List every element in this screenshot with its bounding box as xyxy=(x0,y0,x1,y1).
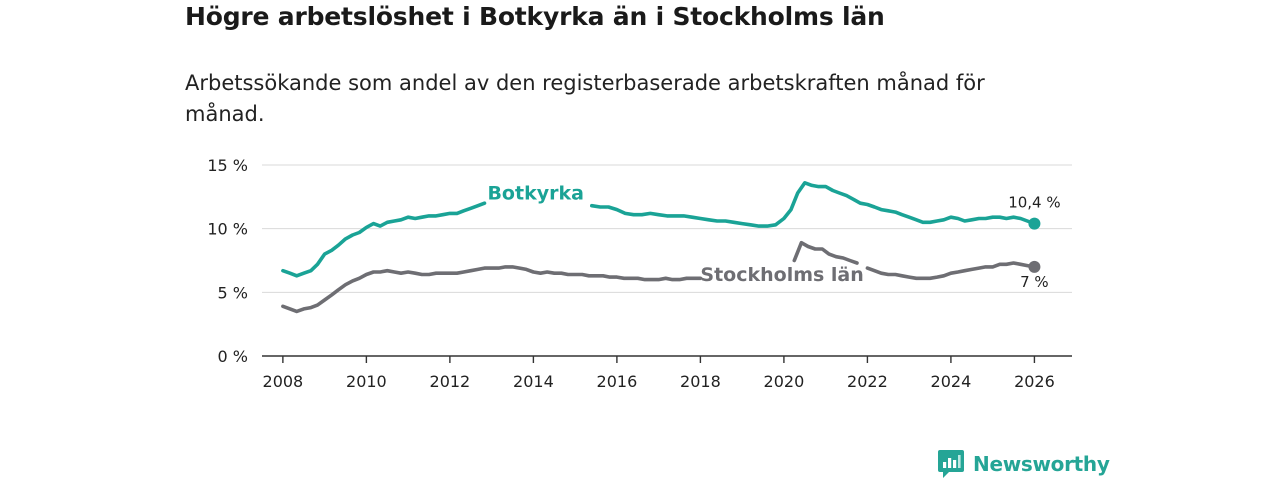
series-end-point xyxy=(1028,260,1041,273)
series-end-label: 10,4 % xyxy=(1008,194,1060,212)
chart-subtitle: Arbetssökande som andel av den registerb… xyxy=(185,71,985,126)
newsworthy-logo-icon xyxy=(938,450,964,478)
x-tick-label: 2014 xyxy=(513,372,554,391)
series-line-stockholms-lan xyxy=(865,261,1037,281)
brand-name: Newsworthy xyxy=(973,452,1110,476)
series-line-stockholms-lan xyxy=(792,240,859,265)
x-tick-label: 2018 xyxy=(680,372,721,391)
series-line-botkyrka xyxy=(281,201,487,278)
x-tick-label: 2024 xyxy=(931,372,972,391)
series-lines xyxy=(281,181,1041,314)
x-tick-label: 2010 xyxy=(346,372,387,391)
series-line-stockholms-lan xyxy=(281,265,703,314)
chart-labels: 0 % 5 % 10 % 15 % 2008 2010 2012 2014 2016 2018 20… xyxy=(207,156,1060,391)
line-chart: 0 % 5 % 10 % 15 % 2008 2010 2012 2014 2016 2018 20… xyxy=(207,156,1072,391)
x-axis xyxy=(262,355,1072,363)
chart-title: Högre arbetslöshet i Botkyrka än i Stock… xyxy=(185,2,885,31)
series-line-botkyrka xyxy=(590,181,1037,228)
x-tick-label: 2020 xyxy=(764,372,805,391)
x-tick-label: 2026 xyxy=(1014,372,1055,391)
newsworthy-brand[interactable]: Newsworthy xyxy=(937,449,1110,479)
series-end-point xyxy=(1028,217,1041,230)
series-label-botkyrka: Botkyrka xyxy=(487,182,583,204)
gridlines xyxy=(262,164,1072,293)
y-tick-label: 15 % xyxy=(207,156,248,175)
series-end-label: 7 % xyxy=(1020,273,1049,291)
x-tick-label: 2008 xyxy=(263,372,304,391)
y-tick-label: 0 % xyxy=(218,347,248,366)
x-tick-label: 2012 xyxy=(430,372,471,391)
y-tick-label: 5 % xyxy=(218,283,248,302)
x-tick-label: 2016 xyxy=(597,372,638,391)
x-tick-label: 2022 xyxy=(847,372,888,391)
series-label-stockholms-lan: Stockholms län xyxy=(700,264,863,286)
y-tick-label: 10 % xyxy=(207,220,248,239)
